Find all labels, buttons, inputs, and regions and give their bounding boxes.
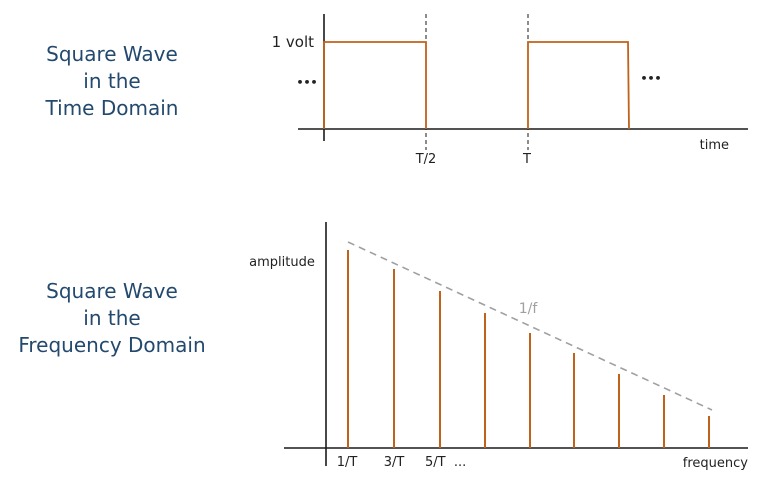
tick-label-3-over-t: 3/T [384,455,405,470]
freq-title-line-2: in the [83,306,141,330]
tick-label-half-period: T/2 [415,152,437,167]
time-title-line-1: Square Wave [46,42,178,66]
ellipsis-right: ••• [640,72,661,85]
freq-title-line-1: Square Wave [46,279,178,303]
amplitude-label: 1 volt [272,33,315,51]
tick-label-5-over-t: 5/T ... [425,455,466,470]
square-pulse-2 [527,41,630,130]
envelope-label: 1/f [519,301,539,317]
amplitude-axis-label: amplitude [249,255,315,270]
frequency-domain-plot: amplitude 1/f 1/T 3/T 5/T ... frequency [249,222,748,471]
envelope-line [347,241,713,411]
time-domain-plot: 1 volt ••• ••• T/2 T time [272,14,748,167]
time-title-line-3: Time Domain [45,96,179,120]
time-title-line-2: in the [83,69,141,93]
freq-title-line-3: Frequency Domain [18,333,206,357]
ellipsis-left: ••• [296,76,317,89]
time-axis-label: time [700,138,729,153]
tick-label-1-over-t: 1/T [337,455,358,470]
tick-label-period: T [522,152,531,167]
frequency-axis-label: frequency [683,456,749,471]
square-pulse-1 [323,41,427,129]
frequency-domain-title: Square Wave in the Frequency Domain [0,278,224,359]
time-domain-title: Square Wave in the Time Domain [0,41,224,122]
